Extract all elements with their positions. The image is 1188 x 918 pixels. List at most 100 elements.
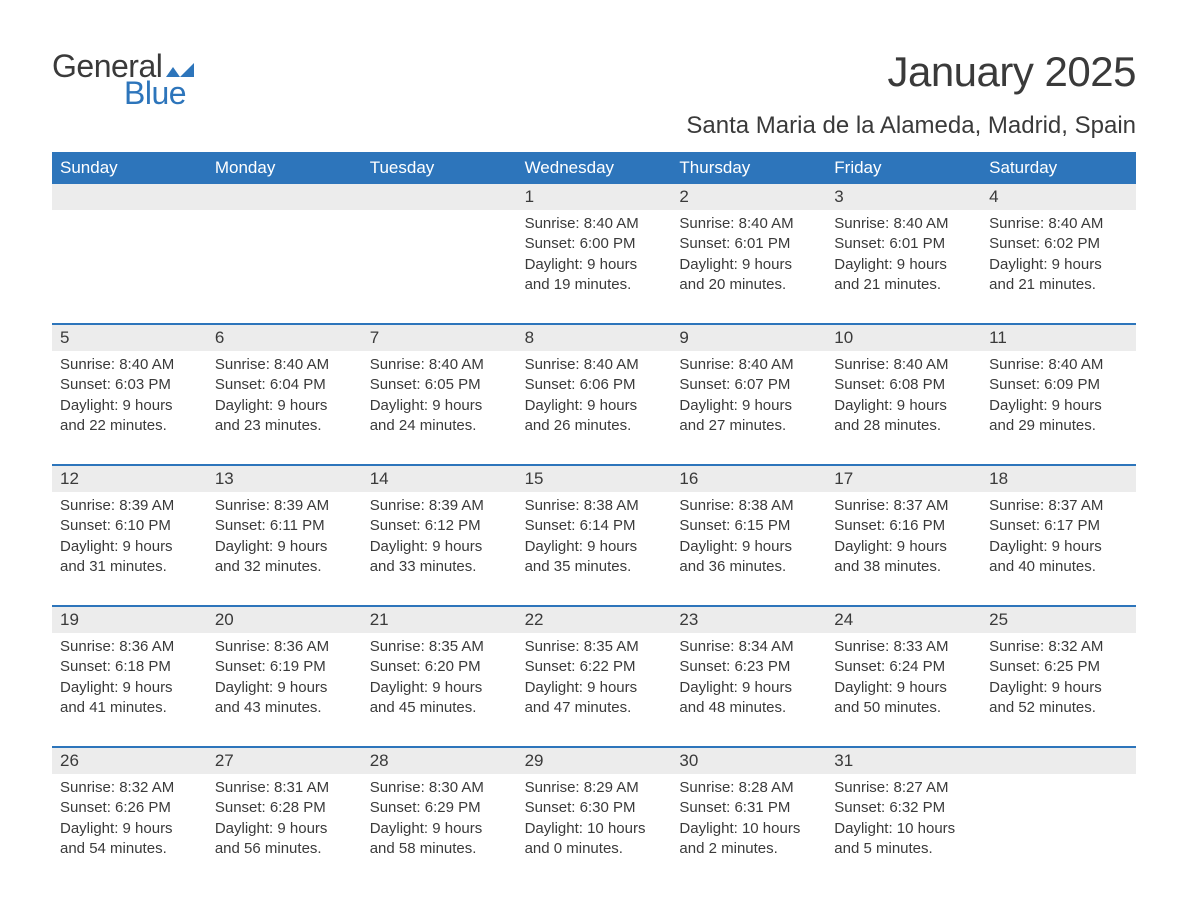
calendar-day-cell: Sunrise: 8:40 AMSunset: 6:09 PMDaylight:…: [981, 351, 1136, 444]
day-daylight1: Daylight: 10 hours: [679, 819, 818, 839]
day-daylight1: Daylight: 9 hours: [679, 396, 818, 416]
day-number: [207, 184, 362, 210]
day-sunset: Sunset: 6:31 PM: [679, 798, 818, 818]
day-daylight2: and 36 minutes.: [679, 557, 818, 577]
logo: General Blue: [52, 48, 194, 112]
day-daylight1: Daylight: 9 hours: [989, 396, 1128, 416]
day-sunrise: Sunrise: 8:40 AM: [370, 355, 509, 375]
day-daylight2: and 21 minutes.: [989, 275, 1128, 295]
day-sunrise: Sunrise: 8:38 AM: [679, 496, 818, 516]
daynum-row: 12131415161718: [52, 466, 1136, 492]
day-daylight2: and 45 minutes.: [370, 698, 509, 718]
calendar-day-cell: Sunrise: 8:40 AMSunset: 6:01 PMDaylight:…: [671, 210, 826, 303]
day-daylight1: Daylight: 9 hours: [834, 255, 973, 275]
calendar-day-cell: Sunrise: 8:36 AMSunset: 6:18 PMDaylight:…: [52, 633, 207, 726]
day-sunset: Sunset: 6:19 PM: [215, 657, 354, 677]
day-number: 27: [207, 748, 362, 774]
calendar-day-cell: Sunrise: 8:36 AMSunset: 6:19 PMDaylight:…: [207, 633, 362, 726]
logo-text-blue: Blue: [124, 75, 186, 112]
day-sunset: Sunset: 6:04 PM: [215, 375, 354, 395]
day-sunset: Sunset: 6:10 PM: [60, 516, 199, 536]
day-daylight2: and 32 minutes.: [215, 557, 354, 577]
day-daylight1: Daylight: 9 hours: [679, 678, 818, 698]
day-number: 15: [517, 466, 672, 492]
calendar-week: 1234Sunrise: 8:40 AMSunset: 6:00 PMDayli…: [52, 184, 1136, 303]
day-number: [52, 184, 207, 210]
day-number: 1: [517, 184, 672, 210]
day-sunrise: Sunrise: 8:32 AM: [989, 637, 1128, 657]
day-sunset: Sunset: 6:17 PM: [989, 516, 1128, 536]
day-sunrise: Sunrise: 8:29 AM: [525, 778, 664, 798]
day-daylight2: and 23 minutes.: [215, 416, 354, 436]
page-header: General Blue January 2025 Santa Maria de…: [52, 48, 1136, 140]
day-sunset: Sunset: 6:02 PM: [989, 234, 1128, 254]
day-sunrise: Sunrise: 8:36 AM: [215, 637, 354, 657]
weekday-header-row: Sunday Monday Tuesday Wednesday Thursday…: [52, 152, 1136, 184]
day-number: 18: [981, 466, 1136, 492]
day-number: 20: [207, 607, 362, 633]
day-sunrise: Sunrise: 8:38 AM: [525, 496, 664, 516]
day-daylight2: and 21 minutes.: [834, 275, 973, 295]
day-daylight2: and 52 minutes.: [989, 698, 1128, 718]
day-number: 8: [517, 325, 672, 351]
day-sunrise: Sunrise: 8:39 AM: [370, 496, 509, 516]
calendar-day-cell: Sunrise: 8:38 AMSunset: 6:14 PMDaylight:…: [517, 492, 672, 585]
day-daylight2: and 58 minutes.: [370, 839, 509, 859]
day-sunset: Sunset: 6:30 PM: [525, 798, 664, 818]
day-sunrise: Sunrise: 8:40 AM: [834, 355, 973, 375]
day-number: 7: [362, 325, 517, 351]
day-sunrise: Sunrise: 8:39 AM: [215, 496, 354, 516]
day-daylight1: Daylight: 9 hours: [525, 255, 664, 275]
day-daylight2: and 0 minutes.: [525, 839, 664, 859]
day-sunset: Sunset: 6:11 PM: [215, 516, 354, 536]
calendar-day-cell: Sunrise: 8:40 AMSunset: 6:04 PMDaylight:…: [207, 351, 362, 444]
day-daylight1: Daylight: 10 hours: [834, 819, 973, 839]
day-sunset: Sunset: 6:08 PM: [834, 375, 973, 395]
day-daylight1: Daylight: 9 hours: [215, 396, 354, 416]
day-daylight2: and 31 minutes.: [60, 557, 199, 577]
day-daylight1: Daylight: 9 hours: [370, 396, 509, 416]
weekday-header: Thursday: [671, 152, 826, 184]
day-sunset: Sunset: 6:15 PM: [679, 516, 818, 536]
day-sunset: Sunset: 6:22 PM: [525, 657, 664, 677]
day-daylight1: Daylight: 9 hours: [989, 537, 1128, 557]
day-daylight1: Daylight: 9 hours: [215, 678, 354, 698]
day-daylight2: and 2 minutes.: [679, 839, 818, 859]
calendar-day-cell: Sunrise: 8:40 AMSunset: 6:02 PMDaylight:…: [981, 210, 1136, 303]
day-number: 4: [981, 184, 1136, 210]
day-number: 12: [52, 466, 207, 492]
day-sunset: Sunset: 6:09 PM: [989, 375, 1128, 395]
day-sunrise: Sunrise: 8:33 AM: [834, 637, 973, 657]
calendar-day-cell: [52, 210, 207, 303]
calendar-week: 19202122232425Sunrise: 8:36 AMSunset: 6:…: [52, 605, 1136, 726]
day-number: 24: [826, 607, 981, 633]
calendar-day-cell: Sunrise: 8:40 AMSunset: 6:07 PMDaylight:…: [671, 351, 826, 444]
daynum-row: 1234: [52, 184, 1136, 210]
weekday-header: Monday: [207, 152, 362, 184]
day-number: 6: [207, 325, 362, 351]
day-sunrise: Sunrise: 8:37 AM: [834, 496, 973, 516]
calendar-day-cell: Sunrise: 8:38 AMSunset: 6:15 PMDaylight:…: [671, 492, 826, 585]
day-sunrise: Sunrise: 8:40 AM: [834, 214, 973, 234]
daynum-row: 19202122232425: [52, 607, 1136, 633]
day-daylight2: and 56 minutes.: [215, 839, 354, 859]
calendar-week: 567891011Sunrise: 8:40 AMSunset: 6:03 PM…: [52, 323, 1136, 444]
day-number: 13: [207, 466, 362, 492]
calendar-day-cell: Sunrise: 8:30 AMSunset: 6:29 PMDaylight:…: [362, 774, 517, 867]
weekday-header: Sunday: [52, 152, 207, 184]
day-daylight1: Daylight: 9 hours: [834, 396, 973, 416]
daynum-row: 262728293031: [52, 748, 1136, 774]
day-sunset: Sunset: 6:23 PM: [679, 657, 818, 677]
day-sunrise: Sunrise: 8:35 AM: [370, 637, 509, 657]
day-daylight2: and 47 minutes.: [525, 698, 664, 718]
calendar-day-cell: Sunrise: 8:28 AMSunset: 6:31 PMDaylight:…: [671, 774, 826, 867]
day-number: [362, 184, 517, 210]
calendar-day-cell: Sunrise: 8:40 AMSunset: 6:08 PMDaylight:…: [826, 351, 981, 444]
day-daylight2: and 26 minutes.: [525, 416, 664, 436]
day-sunset: Sunset: 6:16 PM: [834, 516, 973, 536]
day-sunset: Sunset: 6:01 PM: [834, 234, 973, 254]
day-sunrise: Sunrise: 8:32 AM: [60, 778, 199, 798]
calendar-day-cell: Sunrise: 8:35 AMSunset: 6:20 PMDaylight:…: [362, 633, 517, 726]
calendar-day-cell: Sunrise: 8:34 AMSunset: 6:23 PMDaylight:…: [671, 633, 826, 726]
day-sunset: Sunset: 6:07 PM: [679, 375, 818, 395]
